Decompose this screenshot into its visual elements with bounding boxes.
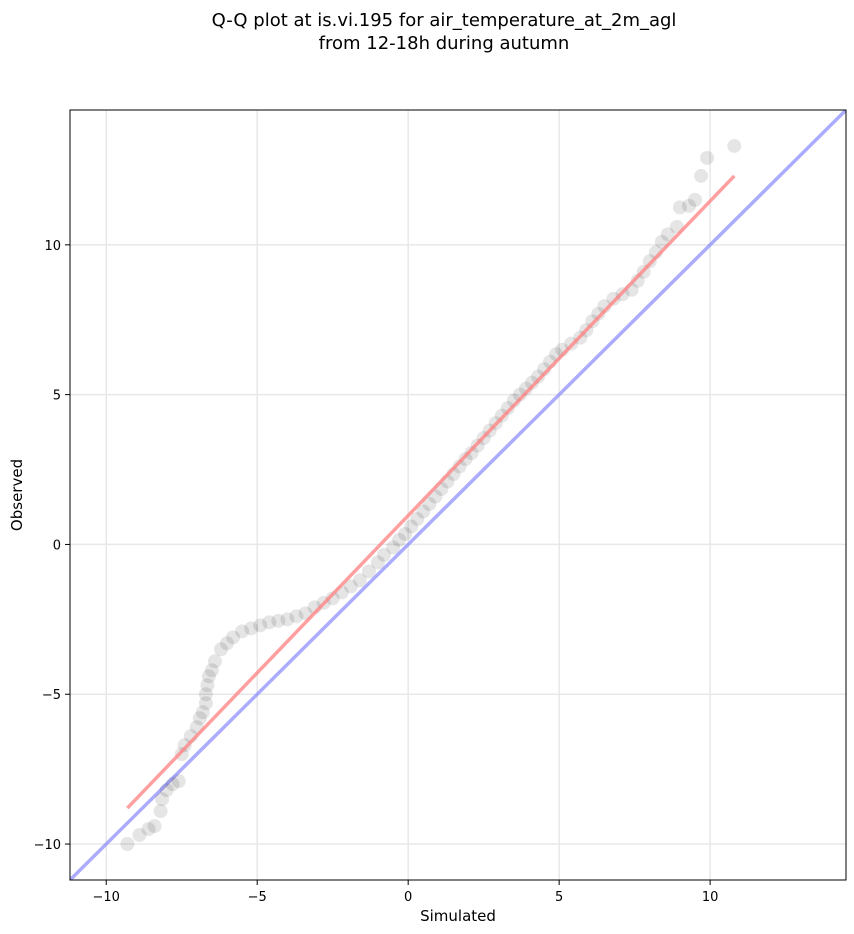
data-point [192,711,207,726]
data-point [155,792,170,807]
grid-lines [70,110,846,880]
y-tick-label: −10 [34,838,61,853]
data-point [370,555,385,570]
chart-title-line-2: from 12-18h during autumn [319,33,570,54]
data-point [198,687,213,702]
data-point [464,446,479,461]
data-point [694,168,709,183]
x-tick-label: −5 [248,890,267,905]
data-point [165,777,180,792]
data-point [518,381,533,396]
x-tick-label: 0 [404,890,412,905]
data-point [361,564,376,579]
x-tick-label: 5 [555,890,563,905]
x-tick-label: −10 [93,890,120,905]
data-point [591,306,606,321]
data-point [452,459,467,474]
data-point [398,526,413,541]
data-point [289,609,304,624]
data-point [200,678,215,693]
data-point [132,828,147,843]
data-point [171,774,186,789]
data-point [630,273,645,288]
data-point [177,738,192,753]
data-point [458,452,473,467]
data-point [531,369,546,384]
data-point [198,696,213,711]
data-point [524,375,539,390]
data-point [159,783,174,798]
data-point [174,747,189,762]
data-point [147,819,162,834]
data-point [220,636,235,651]
data-point [404,519,419,534]
y-axis-label: Observed [8,459,26,531]
x-tick-label: 10 [702,890,719,905]
fit-line-layer [126,174,736,810]
y-axis-ticks: −10 −5 0 5 10 [34,239,70,853]
data-point [343,579,358,594]
identity-line-layer [70,110,846,880]
data-points-layer [120,138,742,852]
data-point [235,624,250,639]
y-tick-label: 5 [53,389,61,404]
data-point [681,198,696,213]
data-point [500,401,515,416]
y-tick-label: −5 [42,688,61,703]
plot-frame [69,109,847,881]
fit-line [126,174,736,810]
data-point [416,504,431,519]
data-point [244,621,259,636]
data-point [207,654,222,669]
data-point [606,291,621,306]
data-point [195,705,210,720]
data-point [727,138,742,153]
data-point [213,642,228,657]
data-point [688,192,703,207]
identity-line [70,110,846,880]
chart-title-line-1: Q-Q plot at is.vi.195 for air_temperatur… [212,10,677,31]
y-tick-label: 0 [53,538,61,553]
data-point [410,511,425,526]
data-point [262,615,277,630]
data-point [153,804,168,819]
data-point [377,547,392,562]
data-point [700,150,715,165]
data-point [253,618,268,633]
data-point [204,663,219,678]
data-point [120,837,135,852]
data-point [271,613,286,628]
data-point [642,254,657,269]
data-point [352,573,367,588]
x-axis-label: Simulated [420,907,496,925]
data-point [392,532,407,547]
x-axis-ticks: −10 −5 0 5 10 [93,880,719,905]
data-point [201,669,216,684]
data-point [386,540,401,555]
data-point [512,387,527,402]
data-point [672,200,687,215]
data-point [325,591,340,606]
data-point [141,822,156,837]
y-tick-label: 10 [44,239,61,254]
data-point [226,630,241,645]
data-point [280,612,295,627]
data-point [422,496,437,511]
data-point [660,227,675,242]
